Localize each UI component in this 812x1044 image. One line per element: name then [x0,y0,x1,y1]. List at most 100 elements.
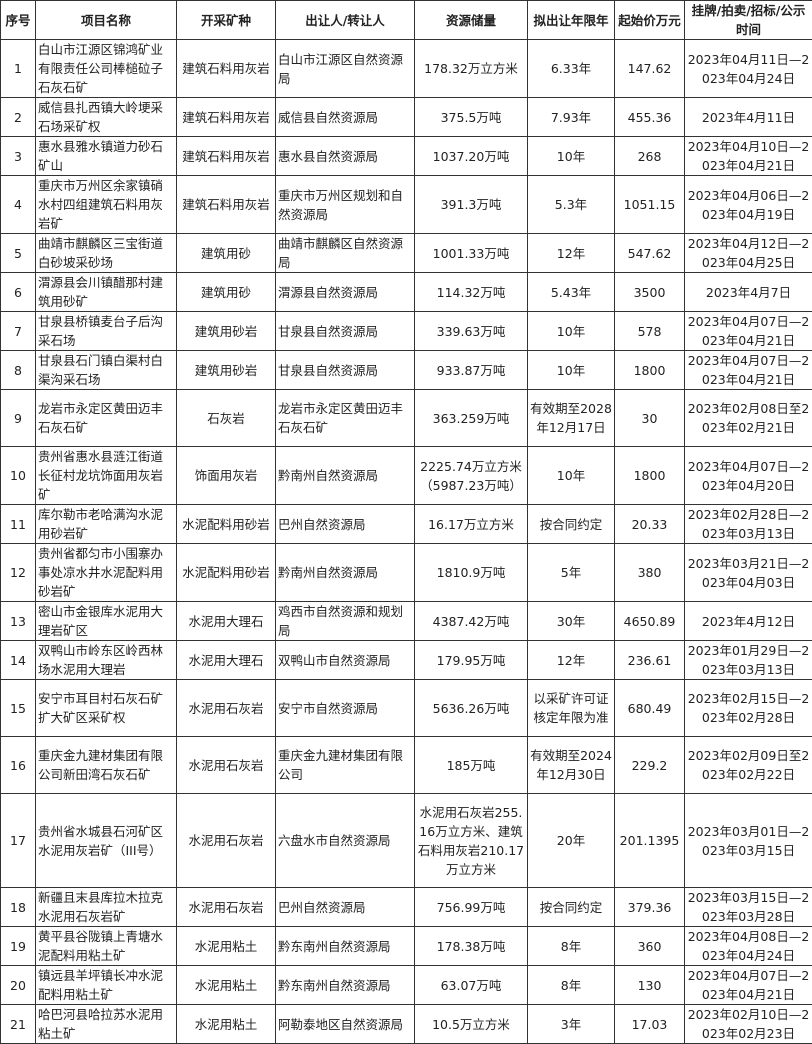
cell-term-years: 3年 [528,1005,615,1044]
cell-serial-number: 4 [1,176,36,234]
cell-listing-time: 2023年4月11日 [685,98,812,137]
cell-project-name: 龙岩市永定区黄田迈丰石灰石矿 [36,390,177,447]
cell-project-name: 贵州省惠水县涟江街道长征村龙坑饰面用灰岩矿 [36,447,177,505]
cell-term-years: 以采矿许可证核定年限为准 [528,680,615,737]
cell-project-name: 密山市金银库水泥用大理岩矿区 [36,602,177,641]
cell-term-years: 5年 [528,544,615,602]
cell-listing-time: 2023年04月07日—2023年04月21日 [685,966,812,1005]
cell-project-name: 双鸭山市岭东区岭西林场水泥用大理岩 [36,641,177,680]
cell-term-years: 按合同约定 [528,888,615,927]
cell-mineral-type: 建筑石料用灰岩 [177,137,276,176]
cell-term-years: 12年 [528,234,615,273]
header-listing-time: 挂牌/拍卖/招标/公示时间 [685,1,812,40]
cell-serial-number: 17 [1,794,36,888]
cell-grantor: 黔南州自然资源局 [276,544,415,602]
cell-term-years: 7.93年 [528,98,615,137]
cell-starting-price: 130 [615,966,685,1005]
cell-listing-time: 2023年01月29日—2023年03月13日 [685,641,812,680]
cell-starting-price: 578 [615,312,685,351]
cell-project-name: 重庆市万州区余家镇硝水村四组建筑石料用灰岩矿 [36,176,177,234]
cell-project-name: 新疆且末县库拉木拉克水泥用石灰岩矿 [36,888,177,927]
cell-mineral-type: 水泥用粘土 [177,1005,276,1044]
cell-grantor: 巴州自然资源局 [276,888,415,927]
cell-grantor: 黔东南州自然资源局 [276,927,415,966]
cell-listing-time: 2023年02月28日—2023年03月13日 [685,505,812,544]
cell-project-name: 曲靖市麒麟区三宝街道白砂坡采砂场 [36,234,177,273]
cell-mineral-type: 石灰岩 [177,390,276,447]
cell-grantor: 曲靖市麒麟区自然资源局 [276,234,415,273]
cell-term-years: 8年 [528,927,615,966]
cell-mineral-type: 建筑用砂岩 [177,312,276,351]
cell-project-name: 贵州省都匀市小围寨办事处凉水井水泥配料用砂岩矿 [36,544,177,602]
cell-resource-reserve: 10.5万立方米 [415,1005,528,1044]
cell-serial-number: 16 [1,737,36,794]
cell-grantor: 龙岩市永定区黄田迈丰石灰石矿 [276,390,415,447]
cell-term-years: 有效期至2024年12月30日 [528,737,615,794]
cell-mineral-type: 建筑用砂岩 [177,351,276,390]
cell-term-years: 10年 [528,351,615,390]
header-term-years: 拟出让年限年 [528,1,615,40]
cell-serial-number: 3 [1,137,36,176]
cell-serial-number: 12 [1,544,36,602]
cell-resource-reserve: 16.17万立方米 [415,505,528,544]
header-starting-price: 起始价万元 [615,1,685,40]
cell-serial-number: 8 [1,351,36,390]
cell-grantor: 惠水县自然资源局 [276,137,415,176]
cell-serial-number: 6 [1,273,36,312]
cell-resource-reserve: 5636.26万吨 [415,680,528,737]
cell-serial-number: 19 [1,927,36,966]
cell-starting-price: 201.1395 [615,794,685,888]
cell-term-years: 10年 [528,447,615,505]
cell-serial-number: 13 [1,602,36,641]
cell-starting-price: 1800 [615,351,685,390]
cell-listing-time: 2023年02月10日—2023年02月23日 [685,1005,812,1044]
cell-serial-number: 7 [1,312,36,351]
cell-grantor: 白山市江源区自然资源局 [276,40,415,98]
cell-mineral-type: 水泥配料用砂岩 [177,505,276,544]
cell-term-years: 5.3年 [528,176,615,234]
cell-serial-number: 1 [1,40,36,98]
cell-mineral-type: 水泥用大理石 [177,641,276,680]
cell-project-name: 渭源县会川镇醋那村建筑用砂矿 [36,273,177,312]
cell-mineral-type: 建筑用砂 [177,273,276,312]
cell-resource-reserve: 375.5万吨 [415,98,528,137]
cell-starting-price: 17.03 [615,1005,685,1044]
cell-resource-reserve: 1001.33万吨 [415,234,528,273]
cell-term-years: 12年 [528,641,615,680]
cell-starting-price: 455.36 [615,98,685,137]
cell-resource-reserve: 178.38万吨 [415,927,528,966]
cell-grantor: 渭源县自然资源局 [276,273,415,312]
cell-term-years: 10年 [528,312,615,351]
cell-listing-time: 2023年4月12日 [685,602,812,641]
cell-listing-time: 2023年03月21日—2023年04月03日 [685,544,812,602]
cell-grantor: 六盘水市自然资源局 [276,794,415,888]
cell-term-years: 30年 [528,602,615,641]
cell-starting-price: 20.33 [615,505,685,544]
header-mineral-type: 开采矿种 [177,1,276,40]
cell-listing-time: 2023年04月10日—2023年04月21日 [685,137,812,176]
cell-starting-price: 1800 [615,447,685,505]
cell-starting-price: 236.61 [615,641,685,680]
cell-grantor: 阿勒泰地区自然资源局 [276,1005,415,1044]
cell-term-years: 10年 [528,137,615,176]
cell-grantor: 威信县自然资源局 [276,98,415,137]
cell-mineral-type: 建筑石料用灰岩 [177,98,276,137]
cell-resource-reserve: 1810.9万吨 [415,544,528,602]
cell-serial-number: 2 [1,98,36,137]
cell-project-name: 贵州省水城县石河矿区水泥用灰岩矿（III号） [36,794,177,888]
cell-starting-price: 30 [615,390,685,447]
cell-serial-number: 9 [1,390,36,447]
cell-mineral-type: 建筑用砂 [177,234,276,273]
cell-resource-reserve: 114.32万吨 [415,273,528,312]
cell-term-years: 8年 [528,966,615,1005]
cell-starting-price: 229.2 [615,737,685,794]
